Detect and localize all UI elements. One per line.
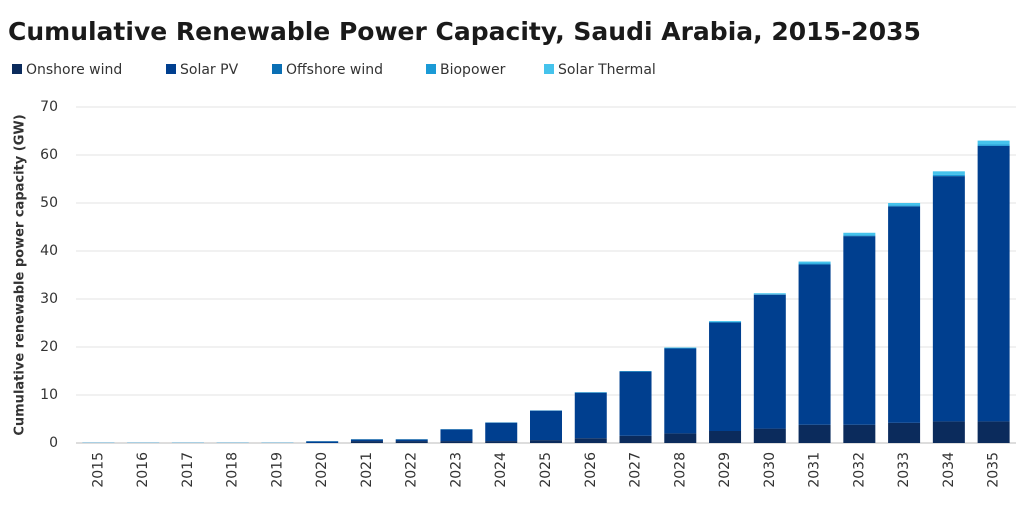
x-tick-label: 2031 xyxy=(807,452,823,488)
legend-label: Solar Thermal xyxy=(558,62,656,78)
bar-segment xyxy=(485,441,518,443)
legend-label: Offshore wind xyxy=(286,62,383,78)
x-tick-label: 2015 xyxy=(90,452,106,488)
bar-segment xyxy=(798,261,831,264)
bar-segment xyxy=(709,322,742,431)
legend-label: Biopower xyxy=(440,62,506,78)
y-tick-label: 50 xyxy=(40,195,58,211)
bar-segment xyxy=(350,439,383,442)
x-tick-label: 2028 xyxy=(672,452,688,488)
y-tick-label: 70 xyxy=(40,99,58,115)
bar-segment xyxy=(485,422,518,442)
bar-segment xyxy=(888,206,921,423)
bar-segment xyxy=(440,429,473,442)
legend-swatch xyxy=(544,64,554,74)
bar-segment xyxy=(619,435,652,443)
bar-segment xyxy=(350,441,383,443)
bar-segment xyxy=(753,294,786,429)
x-tick-label: 2029 xyxy=(717,452,733,488)
bar-segment xyxy=(753,428,786,443)
legend-swatch xyxy=(272,64,282,74)
bar-segment xyxy=(888,205,921,207)
bar-segment xyxy=(530,440,562,443)
bar-segment xyxy=(888,203,921,206)
x-tick-label: 2023 xyxy=(448,452,464,488)
x-tick-label: 2027 xyxy=(628,452,644,488)
y-tick-label: 0 xyxy=(49,435,58,451)
bar-segment xyxy=(664,433,697,443)
bar-segment xyxy=(798,264,831,425)
y-tick-label: 20 xyxy=(40,339,58,355)
x-tick-label: 2033 xyxy=(896,452,912,488)
x-tick-label: 2026 xyxy=(583,452,599,488)
bar-segment xyxy=(932,171,965,175)
legend-label: Onshore wind xyxy=(26,62,122,78)
x-tick-label: 2020 xyxy=(314,452,330,488)
bar-segment xyxy=(977,140,1010,145)
bar-segment xyxy=(977,145,1010,422)
bar-segment xyxy=(888,422,921,443)
bar-segment xyxy=(932,176,965,422)
x-tick-label: 2019 xyxy=(269,452,285,488)
legend-swatch xyxy=(12,64,22,74)
bar-segment xyxy=(932,174,965,177)
bar-segment xyxy=(395,439,428,442)
legend-swatch xyxy=(426,64,436,74)
x-tick-label: 2022 xyxy=(404,452,420,488)
chart-title: Cumulative Renewable Power Capacity, Sau… xyxy=(8,17,921,46)
bar-segment xyxy=(977,144,1010,146)
y-axis-title: Cumulative renewable power capacity (GW) xyxy=(13,114,28,435)
x-tick-label: 2024 xyxy=(493,452,509,488)
x-tick-label: 2030 xyxy=(762,452,778,488)
bar-segment xyxy=(530,410,562,441)
bar-segment xyxy=(843,232,876,236)
bar-segment xyxy=(619,371,652,436)
bar-segment xyxy=(798,263,831,265)
x-tick-label: 2035 xyxy=(986,452,1002,488)
bar-segment xyxy=(843,236,876,425)
x-tick-label: 2021 xyxy=(359,452,375,488)
bar-segment xyxy=(306,441,339,443)
x-tick-label: 2034 xyxy=(941,452,957,488)
bar-segment xyxy=(709,431,742,443)
y-tick-label: 40 xyxy=(40,243,58,259)
bar-segment xyxy=(977,421,1010,443)
y-tick-label: 30 xyxy=(40,291,58,307)
x-tick-label: 2032 xyxy=(851,452,867,488)
bar-segment xyxy=(664,348,697,434)
bar-segment xyxy=(709,321,742,323)
legend-swatch xyxy=(166,64,176,74)
y-tick-label: 60 xyxy=(40,147,58,163)
bar-segment xyxy=(843,235,876,237)
bar-segment xyxy=(932,421,965,443)
bar-segment xyxy=(843,424,876,443)
legend-label: Solar PV xyxy=(180,62,239,78)
bar-segment xyxy=(574,438,607,443)
x-tick-label: 2018 xyxy=(225,452,241,488)
bar-segment xyxy=(574,392,607,439)
x-tick-label: 2017 xyxy=(180,452,196,488)
y-tick-label: 10 xyxy=(40,387,58,403)
bar-segment xyxy=(798,424,831,443)
x-tick-label: 2025 xyxy=(538,452,554,488)
bar-segment xyxy=(440,441,473,443)
bar-segment xyxy=(395,441,428,443)
bar-segment xyxy=(753,293,786,295)
x-tick-label: 2016 xyxy=(135,452,151,488)
